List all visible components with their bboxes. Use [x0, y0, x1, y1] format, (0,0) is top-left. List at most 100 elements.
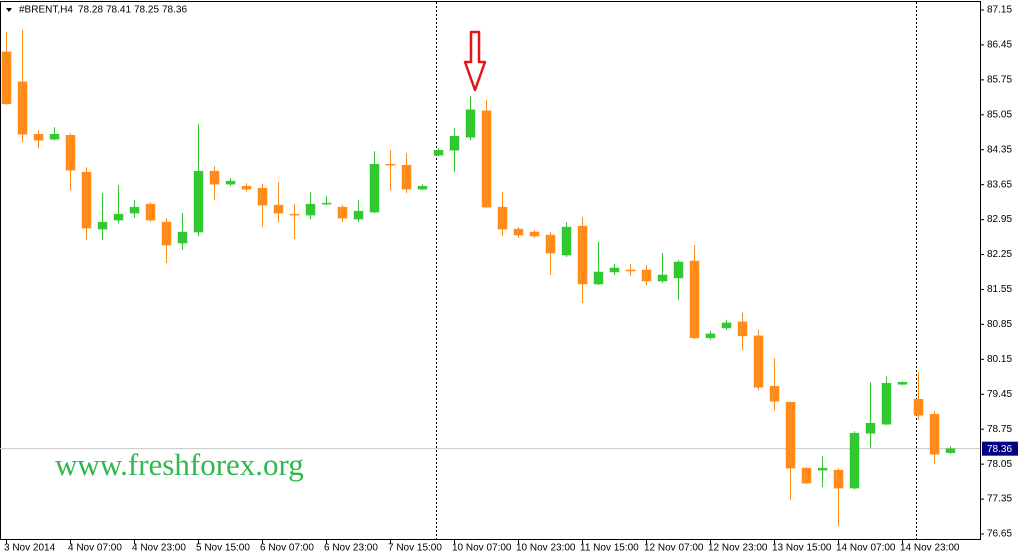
y-tick-label: 79.45 [987, 389, 1012, 400]
x-tick-label: 4 Nov 23:00 [132, 543, 186, 554]
y-tick-label: 85.05 [987, 109, 1012, 120]
candle-body [641, 269, 652, 282]
x-tick-label: 14 Nov 23:00 [900, 543, 960, 554]
x-tick-label: 4 Nov 07:00 [68, 543, 122, 554]
candle-body [673, 261, 684, 279]
candle-body [17, 81, 28, 135]
y-tick-label: 82.95 [987, 214, 1012, 225]
x-tick-label: 10 Nov 23:00 [516, 543, 576, 554]
x-tick-label: 7 Nov 15:00 [388, 543, 442, 554]
price-tag-label: 78.36 [987, 444, 1012, 455]
candle-body [177, 231, 188, 244]
candle-body [849, 432, 860, 489]
y-tick-label: 80.85 [987, 319, 1012, 330]
watermark: www.freshforex.org [55, 447, 304, 482]
candle-body [465, 109, 476, 138]
candle-body [305, 203, 316, 216]
candle-body [753, 335, 764, 388]
x-tick-label: 6 Nov 07:00 [260, 543, 314, 554]
candle-body [1, 51, 12, 105]
y-tick-label: 82.25 [987, 249, 1012, 260]
price-tag [982, 441, 1018, 456]
y-tick-label: 86.45 [987, 40, 1012, 51]
candle-body [145, 203, 156, 221]
candle-body [417, 185, 428, 190]
x-tick-label: 13 Nov 15:00 [772, 543, 832, 554]
candle-body [945, 448, 956, 453]
y-tick-label: 81.55 [987, 284, 1012, 295]
candle-body [737, 321, 748, 337]
candle-body [193, 170, 204, 233]
candle-body [81, 171, 92, 229]
candle-body [769, 386, 780, 402]
candle-body [865, 422, 876, 434]
x-tick-label: 14 Nov 07:00 [836, 543, 896, 554]
candle-body [913, 399, 924, 416]
candle-body [241, 185, 252, 190]
candle-body [289, 213, 300, 216]
candle-body [513, 228, 524, 236]
y-tick-label: 83.65 [987, 179, 1012, 190]
candle-body [225, 180, 236, 185]
symbol: #BRENT,H4 [19, 5, 73, 16]
y-tick-label: 84.35 [987, 144, 1012, 155]
x-tick-label: 12 Nov 07:00 [644, 543, 704, 554]
candle-body [529, 231, 540, 237]
x-tick-label: 10 Nov 07:00 [452, 543, 512, 554]
candle-body [353, 210, 364, 220]
y-tick-label: 77.35 [987, 494, 1012, 505]
candle-body [625, 269, 636, 272]
y-tick-label: 76.65 [987, 529, 1012, 540]
candle-body [817, 467, 828, 471]
y-tick-label: 78.75 [987, 424, 1012, 435]
header-low: 78.25 [134, 5, 159, 16]
candle-body [833, 469, 844, 489]
candle-body [609, 267, 620, 273]
candle-body [321, 202, 332, 205]
plot-frame [0, 1, 981, 540]
x-tick-label: 3 Nov 2014 [4, 543, 56, 554]
candle-body [113, 213, 124, 221]
x-tick-label: 11 Nov 15:00 [580, 543, 639, 554]
candle-body [785, 402, 796, 469]
candle-body [129, 206, 140, 214]
candle-body [369, 163, 380, 213]
candle-body [257, 187, 268, 206]
candle-body [337, 206, 348, 219]
annotation-arrow [463, 30, 487, 92]
candle-body [481, 110, 492, 208]
candle-body [801, 467, 812, 484]
candle-body [881, 383, 892, 425]
y-tick-label: 78.05 [987, 459, 1012, 470]
candle-body [49, 134, 60, 140]
candle-body [401, 164, 412, 190]
candle-body [561, 226, 572, 256]
x-tick-label: 12 Nov 23:00 [708, 543, 768, 554]
candle-body [209, 170, 220, 185]
candle-body [929, 413, 940, 455]
y-tick-label: 85.75 [987, 74, 1012, 85]
header-close: 78.36 [162, 5, 187, 16]
candle-body [577, 225, 588, 285]
candle-body [721, 322, 732, 329]
candle-body [545, 234, 556, 254]
candle-body [449, 136, 460, 151]
x-tick-label: 6 Nov 23:00 [324, 543, 378, 554]
candle-body [657, 274, 668, 282]
candle-body [161, 221, 172, 246]
header-high: 78.41 [106, 5, 131, 16]
candle-body [689, 260, 700, 339]
candle-body [273, 204, 284, 214]
menu-icon[interactable] [6, 8, 12, 12]
candle-body [897, 382, 908, 385]
candle-body [65, 135, 76, 171]
y-tick-label: 80.15 [987, 354, 1012, 365]
candle-body [497, 206, 508, 230]
candle-body [97, 221, 108, 230]
candle-body [385, 163, 396, 166]
candle-body [433, 149, 444, 156]
candle-body [593, 271, 604, 285]
candle-body [705, 333, 716, 339]
